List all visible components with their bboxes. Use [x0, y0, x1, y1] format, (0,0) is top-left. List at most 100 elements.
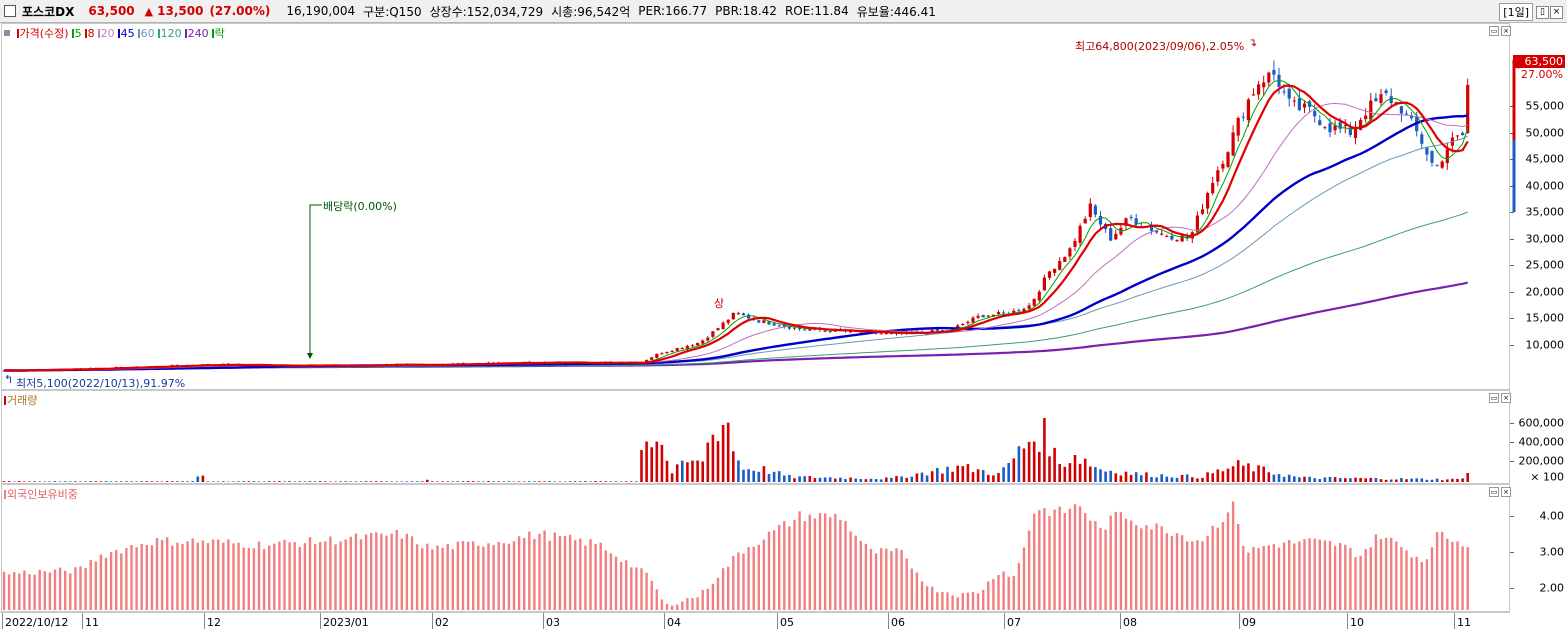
candle-body [828, 331, 832, 333]
pane-restore-icon[interactable]: ▭ [1489, 393, 1499, 403]
volume-bar [1461, 478, 1464, 482]
volume-bar [441, 481, 444, 482]
foreign-ownership-bar [84, 567, 87, 610]
foreign-ownership-bar [579, 538, 582, 610]
foreign-ownership-bar [874, 553, 878, 610]
volume-bar [818, 477, 822, 482]
foreign-ownership-bar [410, 536, 414, 610]
foreign-ownership-bar [900, 550, 903, 610]
foreign-ownership-bar [798, 511, 801, 610]
volume-bar [1400, 477, 1403, 482]
volume-bar [1027, 441, 1031, 482]
foreign-ownership-bar [992, 579, 995, 610]
foreign-ownership-bar [1160, 526, 1163, 610]
candle-body [991, 314, 995, 317]
foreign-ownership-bar [7, 574, 11, 610]
foreign-ownership-bar [150, 545, 154, 610]
volume-bar [487, 481, 490, 482]
volume-bar [1247, 463, 1250, 482]
candle-body [1246, 99, 1250, 121]
candle-body [1231, 132, 1235, 156]
volume-bar [869, 478, 873, 482]
foreign-ownership-bar [43, 571, 46, 610]
foreign-ownership-bar [1354, 557, 1357, 610]
legend-item-2[interactable]: 8 [87, 27, 95, 40]
restore-button[interactable]: ▯ [1536, 5, 1549, 19]
volume-bar [971, 472, 975, 482]
foreign-ownership-bar [956, 597, 959, 610]
volume-bar [242, 481, 245, 482]
foreign-ownership-bar [487, 543, 490, 610]
volume-bar [640, 450, 643, 482]
legend-item-5[interactable]: 60 [140, 27, 155, 40]
legend-swatch [211, 29, 214, 38]
volume-bar [390, 481, 393, 482]
foreign-ownership-bar [472, 541, 475, 610]
legend-item-3[interactable]: 20 [100, 27, 115, 40]
legend-item-4[interactable]: 45 [120, 27, 135, 40]
candle-body [1053, 268, 1057, 273]
volume-bar [859, 479, 863, 482]
foreign-ownership-bar [1027, 530, 1031, 610]
volume-bar [1272, 474, 1276, 482]
foreign-ownership-bar [864, 543, 868, 610]
y-tick-label: 20,000 [1525, 285, 1565, 299]
select-checkbox[interactable] [4, 5, 16, 17]
foreign-ownership-bar [23, 570, 26, 610]
legend-item-1[interactable]: 5 [74, 27, 82, 40]
volume-bar [1094, 467, 1097, 482]
foreign-ownership-bar [18, 573, 21, 610]
foreign-ownership-bar [64, 570, 67, 610]
foreign-ownership-bar [619, 562, 623, 610]
foreign-ownership-bar [1374, 534, 1378, 610]
candle-body [1093, 205, 1097, 215]
pane-restore-icon[interactable]: ▭ [1489, 487, 1499, 497]
foreign-ownership-bar [757, 544, 760, 610]
legend-item-0[interactable]: 가격(수정) [19, 27, 69, 40]
close-button[interactable]: × [1550, 5, 1563, 19]
foreign-ownership-bar [1053, 509, 1056, 610]
candle-body [1277, 74, 1281, 87]
legend-item-7[interactable]: 240 [187, 27, 209, 40]
candle-body [1195, 215, 1199, 232]
foreign-ownership-bar [48, 572, 52, 610]
x-tick-mark [1004, 613, 1005, 629]
foreign-ownership-bar [752, 546, 755, 610]
pane-close-icon[interactable]: × [1501, 487, 1511, 497]
legend-item-8[interactable]: 락 [214, 27, 225, 40]
foreign-ownership-bar [1446, 538, 1449, 610]
volume-bar [1379, 479, 1383, 482]
volume-bar [1338, 478, 1342, 482]
volume-bar [681, 460, 684, 482]
period-selector[interactable]: [1일] [1499, 3, 1533, 21]
pane-restore-icon[interactable]: ▭ [1489, 26, 1499, 36]
volume-bar [482, 481, 485, 482]
foreign-ownership-bar [1191, 541, 1194, 610]
x-tick-mark [320, 613, 321, 629]
foreign-ownership-bar [99, 554, 103, 610]
volume-bar [1119, 475, 1123, 482]
foreign-ownership-bar [1175, 533, 1179, 610]
volume-bar [885, 477, 888, 482]
pane-close-icon[interactable]: × [1501, 26, 1511, 36]
x-tick-mark [777, 613, 778, 629]
foreign-ownership-bar [380, 533, 383, 610]
volume-bar [915, 473, 919, 482]
volume-bar [1032, 441, 1036, 482]
pane-close-icon[interactable]: × [1501, 393, 1511, 403]
foreign-ownership-bar [344, 539, 347, 610]
volume-bar [120, 481, 123, 482]
candle-body [741, 313, 746, 316]
foreign-ownership-bar [706, 588, 709, 610]
foreign-ownership-bar [339, 541, 342, 610]
pane-handle-icon[interactable] [4, 30, 10, 36]
candle-body [1129, 216, 1133, 218]
legend-item-6[interactable]: 120 [160, 27, 182, 40]
volume-bar [155, 481, 159, 482]
foreign-ownership-bar [762, 539, 766, 610]
volume-bar [864, 479, 868, 482]
volume-bar [33, 481, 36, 482]
foreign-ownership-bar [803, 521, 806, 610]
foreign-ownership-bar [823, 513, 827, 610]
volume-bar [635, 481, 638, 482]
